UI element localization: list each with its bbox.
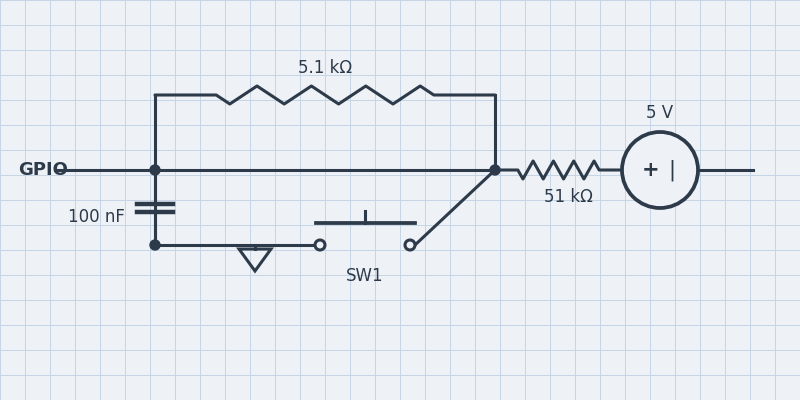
Circle shape [150, 165, 160, 175]
Text: SW1: SW1 [346, 267, 384, 285]
Text: 5 V: 5 V [646, 104, 674, 122]
Circle shape [622, 132, 698, 208]
Circle shape [150, 240, 160, 250]
Circle shape [490, 165, 500, 175]
Text: GPIO: GPIO [18, 161, 68, 179]
Text: +: + [642, 160, 659, 180]
Circle shape [405, 240, 415, 250]
Circle shape [315, 240, 325, 250]
Text: 5.1 kΩ: 5.1 kΩ [298, 59, 352, 77]
Text: 100 nF: 100 nF [68, 208, 125, 226]
Text: |: | [668, 159, 675, 181]
Text: 51 kΩ: 51 kΩ [544, 188, 593, 206]
